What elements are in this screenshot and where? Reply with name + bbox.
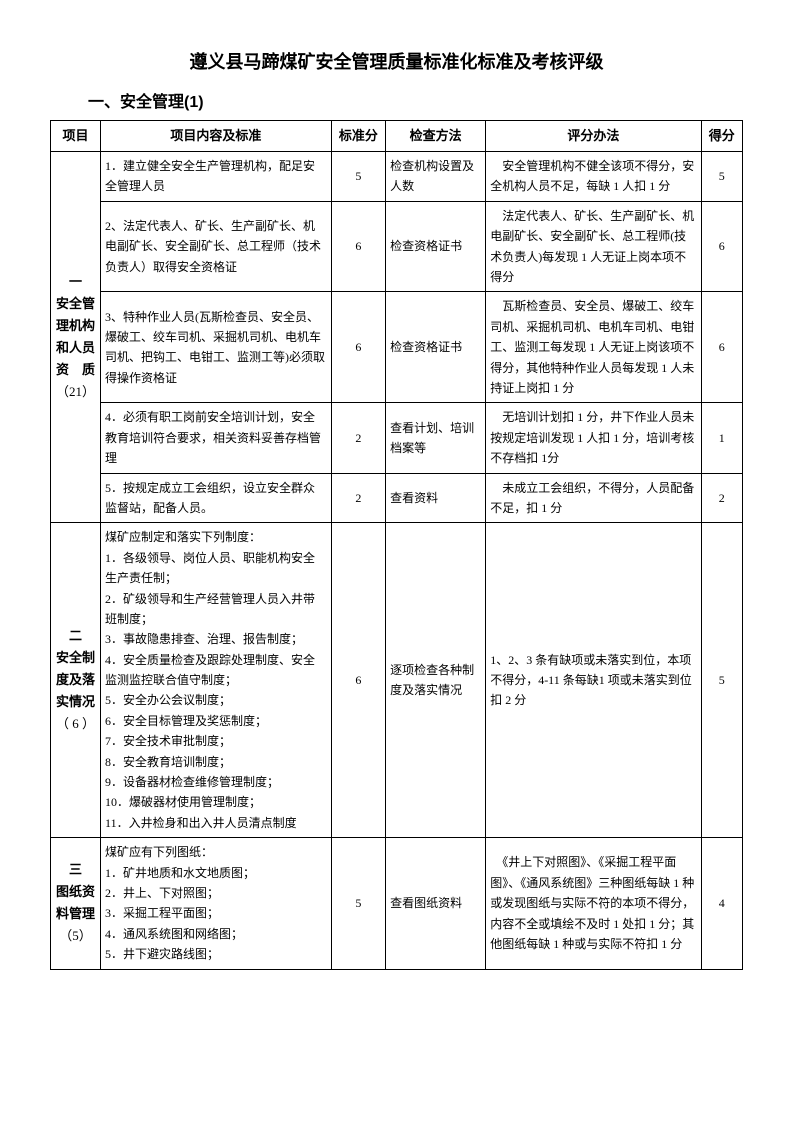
- category-cell: 二安全制度及落实情况（ 6 ）: [51, 523, 101, 838]
- scoring-cell: 《井上下对照图》、《采掘工程平面图》、《通风系统图》三种图纸每缺 1 种或发现图…: [486, 838, 701, 969]
- content-cell: 4．必须有职工岗前安全培训计划，安全教育培训符合要求，相关资料妥善存档管理: [101, 403, 332, 473]
- standard-cell: 2: [331, 473, 385, 523]
- table-header-row: 项目 项目内容及标准 标准分 检查方法 评分办法 得分: [51, 121, 743, 152]
- col-project: 项目: [51, 121, 101, 152]
- standard-cell: 2: [331, 403, 385, 473]
- method-cell: 查看图纸资料: [386, 838, 486, 969]
- scoring-cell: 法定代表人、矿长、生产副矿长、机电副矿长、安全副矿长、总工程师(技术负责人)每发…: [486, 201, 701, 292]
- scoring-cell: 1、2、3 条有缺项或未落实到位，本项不得分，4-11 条每缺1 项或未落实到位…: [486, 523, 701, 838]
- category-cell: 一安全管理机构和人员资 质（21）: [51, 152, 101, 523]
- method-cell: 查看资料: [386, 473, 486, 523]
- table-row: 三图纸资料管理（5）煤矿应有下列图纸：1．矿井地质和水文地质图；2．井上、下对照…: [51, 838, 743, 969]
- col-method: 检查方法: [386, 121, 486, 152]
- scoring-cell: 无培训计划扣 1 分，井下作业人员未按规定培训发现 1 人扣 1 分，培训考核不…: [486, 403, 701, 473]
- score-cell: 5: [701, 523, 742, 838]
- col-standard: 标准分: [331, 121, 385, 152]
- assessment-table: 项目 项目内容及标准 标准分 检查方法 评分办法 得分 一安全管理机构和人员资 …: [50, 120, 743, 970]
- score-cell: 2: [701, 473, 742, 523]
- content-cell: 3、特种作业人员(瓦斯检查员、安全员、爆破工、绞车司机、采掘机司机、电机车司机、…: [101, 292, 332, 403]
- table-row: 5．按规定成立工会组织，设立安全群众监督站，配备人员。2查看资料 未成立工会组织…: [51, 473, 743, 523]
- table-row: 二安全制度及落实情况（ 6 ）煤矿应制定和落实下列制度：1．各级领导、岗位人员、…: [51, 523, 743, 838]
- method-cell: 查看计划、培训档案等: [386, 403, 486, 473]
- category-cell: 三图纸资料管理（5）: [51, 838, 101, 969]
- content-cell: 5．按规定成立工会组织，设立安全群众监督站，配备人员。: [101, 473, 332, 523]
- standard-cell: 5: [331, 152, 385, 202]
- method-cell: 检查机构设置及人数: [386, 152, 486, 202]
- standard-cell: 5: [331, 838, 385, 969]
- method-cell: 检查资格证书: [386, 292, 486, 403]
- table-row: 3、特种作业人员(瓦斯检查员、安全员、爆破工、绞车司机、采掘机司机、电机车司机、…: [51, 292, 743, 403]
- table-body: 一安全管理机构和人员资 质（21）1．建立健全安全生产管理机构，配足安全管理人员…: [51, 152, 743, 969]
- standard-cell: 6: [331, 201, 385, 292]
- content-cell: 1．建立健全安全生产管理机构，配足安全管理人员: [101, 152, 332, 202]
- score-cell: 6: [701, 201, 742, 292]
- content-cell: 煤矿应有下列图纸：1．矿井地质和水文地质图；2．井上、下对照图；3．采掘工程平面…: [101, 838, 332, 969]
- col-score: 得分: [701, 121, 742, 152]
- section-heading: 一、安全管理(1): [88, 88, 743, 112]
- content-cell: 2、法定代表人、矿长、生产副矿长、机电副矿长、安全副矿长、总工程师（技术负责人）…: [101, 201, 332, 292]
- score-cell: 4: [701, 838, 742, 969]
- method-cell: 检查资格证书: [386, 201, 486, 292]
- method-cell: 逐项检查各种制度及落实情况: [386, 523, 486, 838]
- standard-cell: 6: [331, 292, 385, 403]
- table-row: 一安全管理机构和人员资 质（21）1．建立健全安全生产管理机构，配足安全管理人员…: [51, 152, 743, 202]
- page-title: 遵义县马蹄煤矿安全管理质量标准化标准及考核评级: [50, 48, 743, 74]
- scoring-cell: 安全管理机构不健全该项不得分，安全机构人员不足，每缺 1 人扣 1 分: [486, 152, 701, 202]
- score-cell: 1: [701, 403, 742, 473]
- standard-cell: 6: [331, 523, 385, 838]
- table-row: 2、法定代表人、矿长、生产副矿长、机电副矿长、安全副矿长、总工程师（技术负责人）…: [51, 201, 743, 292]
- col-content: 项目内容及标准: [101, 121, 332, 152]
- scoring-cell: 瓦斯检查员、安全员、爆破工、绞车司机、采掘机司机、电机车司机、电钳工、监测工每发…: [486, 292, 701, 403]
- col-scoring: 评分办法: [486, 121, 701, 152]
- score-cell: 6: [701, 292, 742, 403]
- score-cell: 5: [701, 152, 742, 202]
- content-cell: 煤矿应制定和落实下列制度：1．各级领导、岗位人员、职能机构安全生产责任制；2．矿…: [101, 523, 332, 838]
- table-row: 4．必须有职工岗前安全培训计划，安全教育培训符合要求，相关资料妥善存档管理2查看…: [51, 403, 743, 473]
- scoring-cell: 未成立工会组织，不得分，人员配备不足，扣 1 分: [486, 473, 701, 523]
